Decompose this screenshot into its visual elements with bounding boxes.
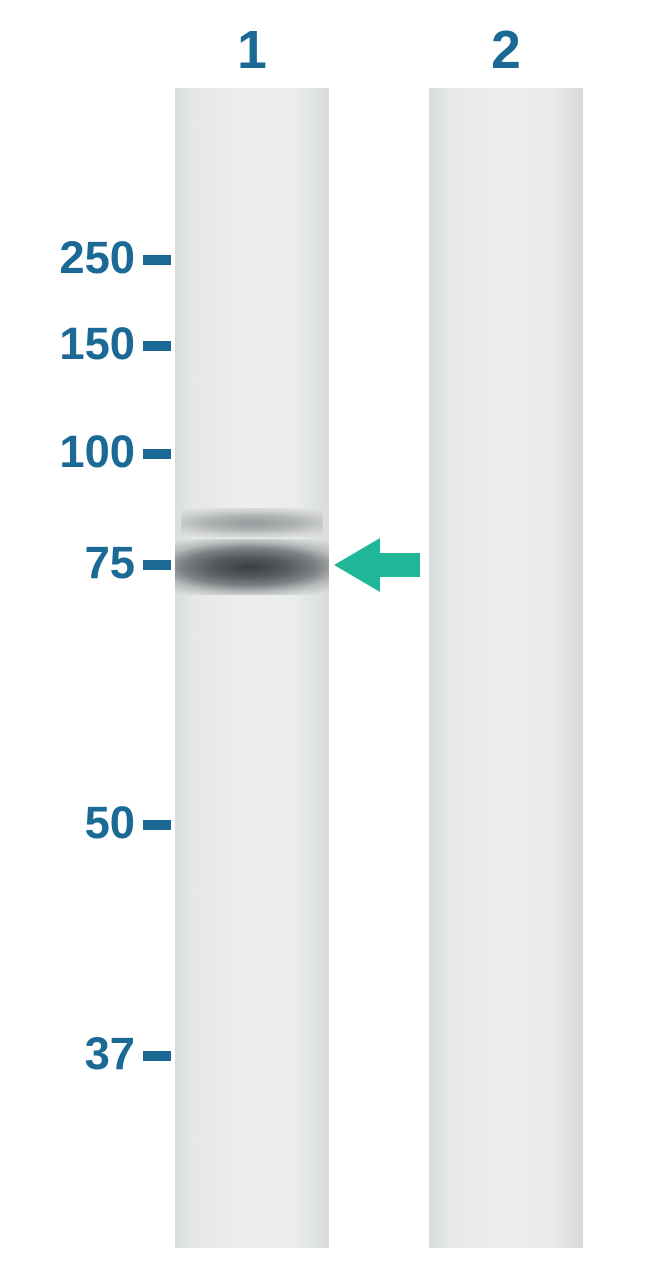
mw-marker-tick-250 [143,255,171,265]
mw-marker-label-250: 250 [59,232,135,284]
arrow-head-icon [334,538,380,592]
mw-marker-label-100: 100 [59,426,135,478]
western-blot-figure: 1 2 250 150 100 75 50 37 [0,0,650,1270]
blot-lane-2 [429,88,583,1248]
mw-marker-tick-37 [143,1051,171,1061]
mw-marker-label-50: 50 [85,797,135,849]
mw-marker-label-150: 150 [59,318,135,370]
arrow-shaft [380,553,420,577]
mw-marker-tick-75 [143,560,171,570]
blot-lane-1 [175,88,329,1248]
protein-band-lane1-0 [175,539,329,595]
lane-label-2: 2 [476,20,536,81]
protein-band-lane1-1 [181,508,323,538]
band-indicator-arrow [334,538,418,592]
mw-marker-label-75: 75 [85,537,135,589]
mw-marker-tick-150 [143,341,171,351]
mw-marker-tick-100 [143,449,171,459]
mw-marker-label-37: 37 [85,1028,135,1080]
lane-label-1: 1 [222,20,282,81]
mw-marker-tick-50 [143,820,171,830]
